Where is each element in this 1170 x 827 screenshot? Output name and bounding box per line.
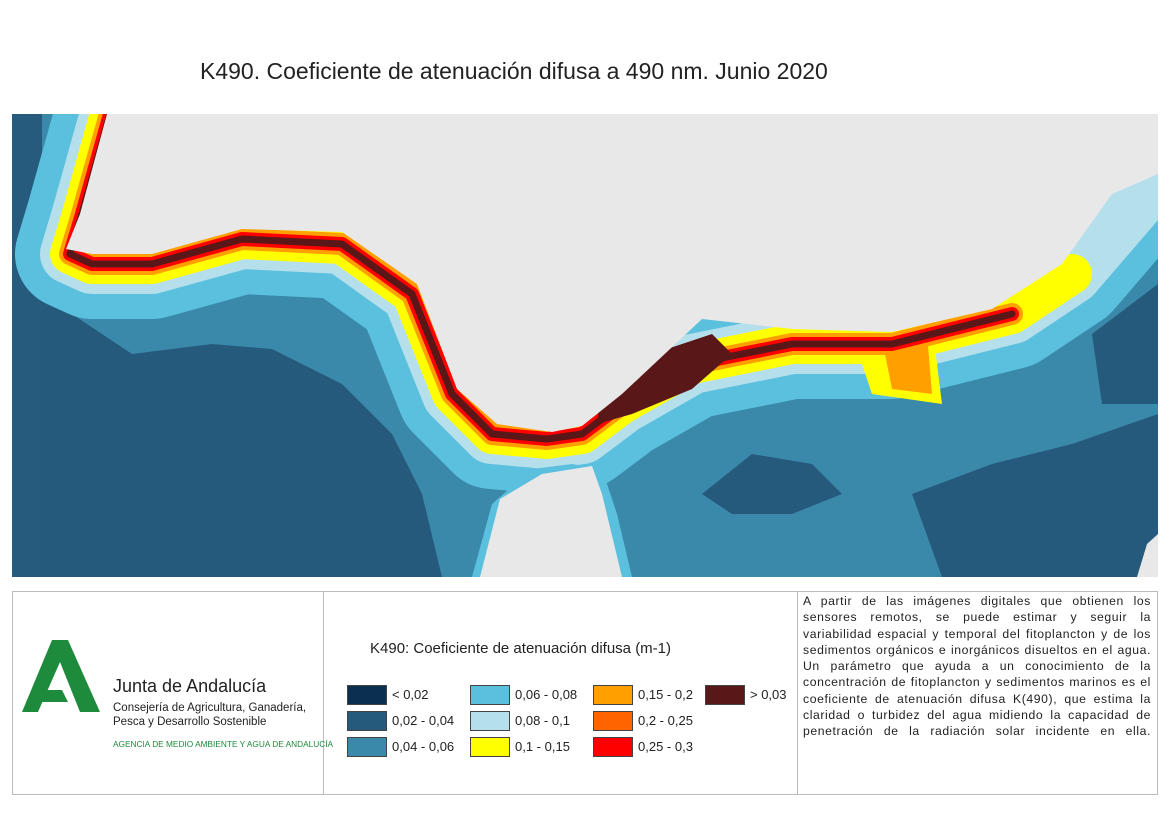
- department: Consejería de Agricultura, Ganadería,: [113, 702, 307, 714]
- legend-swatch: [593, 711, 633, 731]
- legend-label: 0,15 - 0,2: [638, 687, 693, 702]
- legend-label: < 0,02: [392, 687, 429, 702]
- legend-swatch: [593, 685, 633, 705]
- deep-atlantic: [12, 114, 442, 577]
- legend-title: K490: Coeficiente de atenuación difusa (…: [370, 640, 672, 657]
- legend-swatch: [470, 711, 510, 731]
- deep-area: [1092, 284, 1158, 404]
- legend-swatch: [347, 711, 387, 731]
- coastal-bands: [15, 114, 1158, 494]
- legend-swatch: [705, 685, 745, 705]
- deep-area: [702, 454, 842, 514]
- legend-label: 0,04 - 0,06: [392, 739, 455, 754]
- legend-label: 0,1 - 0,15: [515, 739, 570, 754]
- land-africa: [480, 466, 622, 577]
- map-title: K490. Coeficiente de atenuación difusa a…: [200, 58, 828, 84]
- legend-label: > 0,03: [750, 687, 787, 702]
- land: [1137, 534, 1158, 577]
- map: [12, 114, 1158, 577]
- legend-swatch: [470, 737, 510, 757]
- agency: AGENCIA DE MEDIO AMBIENTE Y AGUA DE ANDA…: [113, 739, 334, 749]
- logo-mark: [22, 640, 100, 712]
- org-name: Junta de Andalucía: [113, 676, 267, 696]
- legend-swatch: [470, 685, 510, 705]
- legend-swatch: [593, 737, 633, 757]
- legend-label: 0,2 - 0,25: [638, 713, 693, 728]
- legend-label: 0,02 - 0,04: [392, 713, 455, 728]
- legend-swatch: [347, 685, 387, 705]
- divider: [323, 592, 324, 794]
- info-panel: [12, 591, 1158, 795]
- department: Pesca y Desarrollo Sostenible: [113, 716, 267, 728]
- legend-swatch: [347, 737, 387, 757]
- description: A partir de las imágenes digitales que o…: [803, 594, 1151, 739]
- deep-area: [912, 414, 1158, 577]
- legend-label: 0,08 - 0,1: [515, 713, 570, 728]
- land-europe: [12, 114, 1158, 432]
- legend-label: 0,25 - 0,3: [638, 739, 693, 754]
- divider: [797, 592, 798, 794]
- legend-label: 0,06 - 0,08: [515, 687, 578, 702]
